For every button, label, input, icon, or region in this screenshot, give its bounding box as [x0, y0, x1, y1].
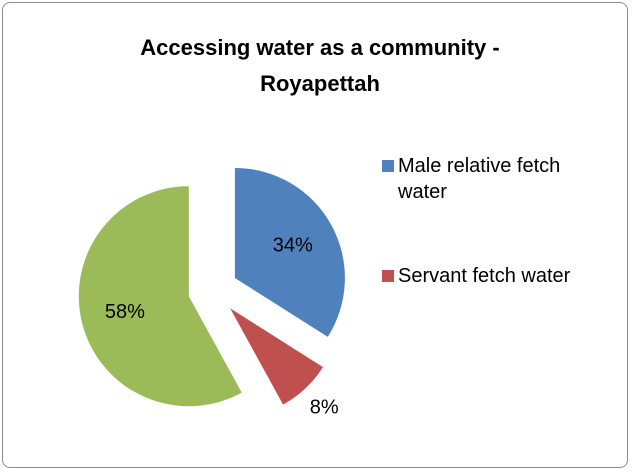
- legend-item: Male relative fetch water: [382, 153, 582, 205]
- data-label: 34%: [273, 234, 313, 256]
- legend-label: Servant fetch water: [398, 265, 571, 287]
- pie-slice: [234, 167, 345, 337]
- legend-swatch: [382, 270, 394, 282]
- data-label: 58%: [105, 301, 145, 323]
- data-label: 8%: [310, 397, 339, 419]
- chart-border: [2, 2, 628, 468]
- pie-slice: [78, 186, 242, 407]
- legend-swatch: [382, 160, 394, 172]
- pie-slice: [230, 308, 323, 405]
- legend-item: Servant fetch water: [382, 263, 582, 289]
- chart-title: Accessing water as a community - Royapet…: [140, 35, 500, 96]
- legend-label: Male relative fetch water: [398, 155, 561, 203]
